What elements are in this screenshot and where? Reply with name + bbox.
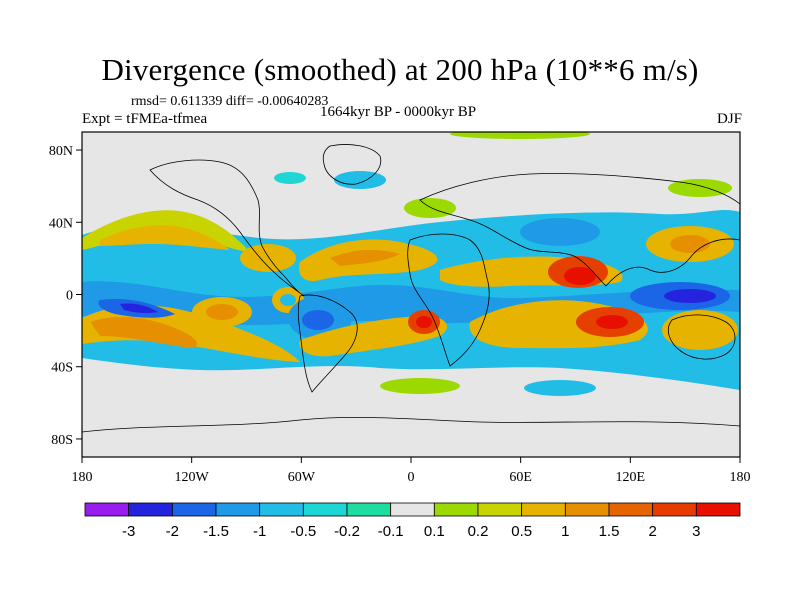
amazon-negative-core [302,310,334,330]
colorbar-label: 1 [561,523,569,540]
colorbar-label: -2 [166,523,179,540]
colorbar-swatch [390,502,435,517]
colorbar-label: 2 [648,523,656,540]
colorbar-swatch [521,502,566,517]
colorbar-swatch [171,502,217,517]
colorbar-swatch [695,502,741,517]
maritime-continent-negative-core [664,289,716,303]
colorbar-label: -0.1 [378,523,404,540]
map-field [82,132,740,457]
coastline-greenland [322,144,382,185]
colorbar-label: -1 [253,523,266,540]
colorbar-label: -0.5 [290,523,316,540]
colorbar-label: -1.5 [203,523,229,540]
southern-ocean-positive [380,378,460,394]
top-edge-positive [450,132,590,139]
colorbar-swatch [259,502,304,517]
colorbar-swatch [215,502,261,517]
colorbar-swatch [128,502,173,517]
coastline-africa [407,233,490,367]
x-tick-label: 120E [616,470,646,485]
indian-ocean-positive-center [596,315,628,329]
coastline-antarctica [82,417,740,433]
y-tick-label: 40N [49,216,73,231]
colorbar-swatch [477,502,523,517]
south-atlantic-positive-center [416,316,432,328]
asia-positive-core [670,235,710,253]
siberia-positive [668,179,732,197]
south-pacific-positive-core [90,316,198,348]
x-tick-label: 180 [730,470,751,485]
central-america-hole [280,294,296,306]
colorbar-label: -0.2 [334,523,360,540]
coastline-south-america [297,294,358,393]
colorbar-swatch [608,502,654,517]
mexico-positive [240,244,296,272]
arctic-negative [334,171,386,189]
colorbar-label: 0.5 [511,523,532,540]
x-tick-label: 60W [288,470,316,485]
coastline-australia [668,314,736,360]
colorbar-swatch [84,502,130,517]
x-tick-label: 60E [509,470,532,485]
colorbar-swatch [564,502,610,517]
north-pacific-positive-core [100,225,230,250]
colorbar: -3 -2 -1.5 -1 -0.5 -0.2 -0.1 0.1 0.2 0.5 1 1.5 2 3 [84,502,741,540]
y-tick-label: 80S [51,433,73,448]
axis-ticks: 180 120W 60W 0 60E 120E 180 80N 40N 0 40S 80S [49,144,751,485]
east-pacific-positive-core [206,304,238,320]
colorbar-swatch [302,502,348,517]
x-tick-label: 180 [72,470,93,485]
season-label: DJF [716,111,742,127]
southern-ocean-negative [524,380,596,396]
atlantic-positive-core [330,249,400,266]
x-tick-label: 0 [408,470,415,485]
greenland-negative [274,172,306,184]
colorbar-label: 3 [692,523,700,540]
colorbar-swatch [652,502,697,517]
colorbar-label: 0.2 [468,523,489,540]
colorbar-label: 1.5 [599,523,620,540]
chart-title: Divergence (smoothed) at 200 hPa (10**6 … [101,52,699,87]
south-indian-positive [662,310,738,350]
colorbar-label: -3 [122,523,135,540]
x-tick-label: 120W [175,470,210,485]
coastline-eurasia [419,173,740,287]
north-indian-negative [520,218,600,246]
central-pacific-negative-core [120,303,158,314]
india-positive-core [564,267,596,285]
period-label: 1664kyr BP - 0000kyr BP [320,104,477,120]
y-tick-label: 40S [51,361,73,376]
coastline-north-america [149,159,305,297]
experiment-label: Expt = tFMEa-tfmea [82,111,208,127]
y-tick-label: 0 [66,289,73,304]
y-tick-label: 80N [49,144,73,159]
colorbar-swatch [433,502,479,517]
colorbar-swatch [346,502,392,517]
north-atlantic-positive [404,198,456,218]
coastlines [82,144,740,433]
colorbar-label: 0.1 [424,523,445,540]
stats-text: rmsd= 0.611339 diff= -0.00640283 [131,94,329,109]
